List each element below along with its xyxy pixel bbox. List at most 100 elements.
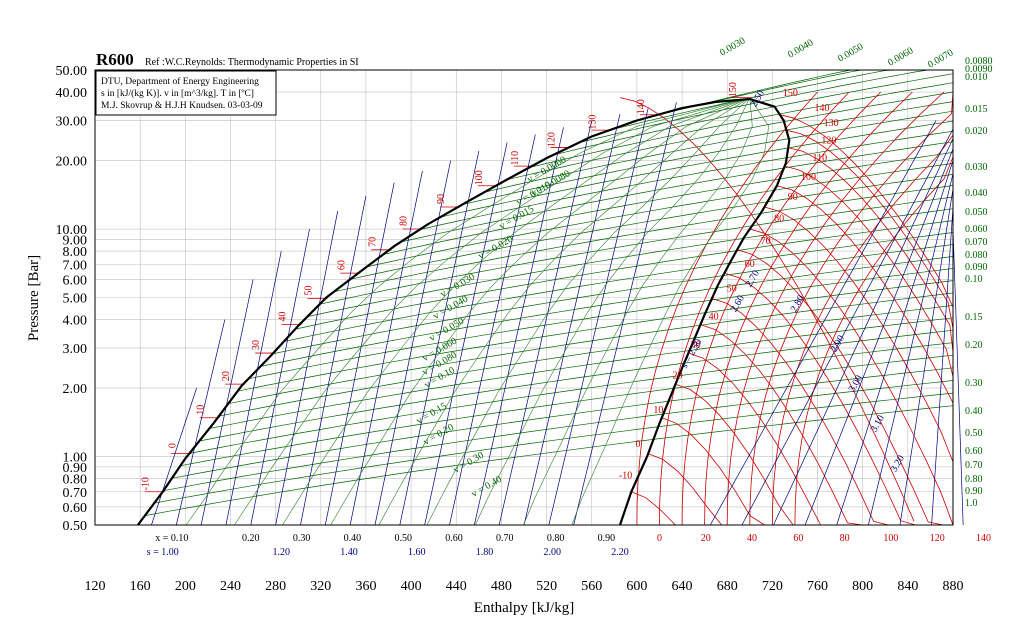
isentrope-vapor-line: [709, 120, 937, 526]
quality-line: [571, 99, 770, 526]
isochore-line: [529, 82, 954, 168]
isochore-line: [609, 69, 953, 131]
isotherm-label: 50: [303, 285, 314, 295]
x-tick-label: 760: [807, 579, 828, 594]
isotherm-label: 40: [709, 312, 719, 323]
y-tick-label: 50.00: [56, 64, 88, 79]
entropy-label: 2.20: [611, 547, 629, 558]
isochore-line: [163, 380, 954, 492]
grid-lines: [95, 70, 953, 525]
quality-line: [475, 99, 750, 526]
isotherm-label: 110: [510, 151, 521, 166]
volume-inside-label: v = 0.020: [476, 234, 515, 263]
isochore-line: [400, 141, 954, 243]
volume-right-label: 0.40: [965, 406, 983, 417]
isotherm-label: 30: [691, 340, 701, 351]
isentrope-line: [548, 108, 649, 526]
isotherm-label: 70: [367, 237, 378, 247]
y-tick-label: 2.00: [63, 382, 88, 397]
entropy-label: 1.60: [408, 547, 426, 558]
quality-line: [378, 99, 747, 526]
x-axis-label: Enthalpy [kJ/kg]: [474, 600, 574, 616]
isentrope-line: [175, 319, 226, 526]
entropy-label: s = 1.00: [147, 547, 179, 558]
isotherm-label: 120: [547, 132, 558, 147]
volume-right-label: 0.010: [965, 72, 988, 83]
quality-label: x = 0.10: [155, 533, 188, 544]
isentrope-line: [523, 114, 621, 526]
isotherm-superheat-line: [636, 91, 818, 526]
y-tick-label: 9.00: [63, 233, 88, 248]
volume-right-label: 0.0080: [965, 56, 993, 67]
volume-right-label: 0.50: [965, 428, 983, 439]
entropy-vapor-label: 2.70: [744, 268, 762, 289]
isochore-line: [440, 120, 954, 218]
y-tick-label: 0.90: [63, 461, 88, 476]
isentrope-line: [573, 102, 677, 526]
isotherm-line: [749, 228, 954, 526]
y-tick-label: 0.70: [63, 486, 88, 501]
info-line-1: DTU, Department of Energy Engineering: [101, 76, 259, 87]
quality-lines: [185, 99, 770, 526]
y-tick-label: 30.00: [56, 114, 88, 129]
x-tick-label: 840: [897, 579, 918, 594]
isotherm-bottom-label: 80: [840, 533, 850, 544]
y-tick-label: 5.00: [63, 292, 88, 307]
isochore-line: [144, 405, 954, 516]
volume-right-label: 0.070: [965, 237, 988, 248]
x-tick-label: 640: [672, 579, 693, 594]
isotherm-label: 10: [653, 405, 663, 416]
isentrope-line: [449, 134, 536, 526]
volume-right-label: 0.80: [965, 474, 983, 485]
isochore-line: [419, 130, 954, 230]
y-axis-label: Pressure [Bar]: [26, 255, 42, 341]
isotherm-label: 80: [774, 213, 784, 224]
y-tick-label: 0.80: [63, 473, 88, 488]
y-tick-label: 7.00: [63, 258, 88, 273]
isentrope-line: [324, 182, 395, 526]
isochore-line: [272, 244, 954, 355]
volume-right-label: 0.080: [965, 250, 988, 261]
entropy-vapor-label: 2.90: [829, 333, 847, 354]
saturation-curve: [137, 97, 791, 526]
volume-right-label: 0.15: [965, 312, 983, 323]
isotherm-superheat-line: [794, 92, 954, 526]
entropy-label: 1.80: [476, 547, 494, 558]
x-tick-label: 200: [175, 579, 196, 594]
isotherm-label: 30: [251, 340, 262, 350]
isentrope-vapor-line: [836, 160, 954, 526]
quality-line: [330, 99, 746, 526]
x-tick-label: 880: [943, 579, 964, 594]
isotherm-label: 140: [815, 103, 830, 114]
isotherm-label: 120: [821, 135, 836, 146]
isochore-line: [333, 185, 954, 293]
isentrope-line: [374, 160, 451, 526]
entropy-vapor-label: 2.50: [749, 88, 767, 109]
isentrope-line: [424, 142, 508, 526]
isotherm-superheat-line: [749, 91, 954, 526]
quality-line: [185, 99, 742, 526]
isentrope-line: [498, 120, 593, 526]
isotherm-bottom-label: 40: [747, 533, 757, 544]
volume-right-label: 0.015: [965, 104, 988, 115]
info-box: [95, 70, 277, 116]
isentrope-line: [200, 279, 254, 526]
entropy-label: 1.40: [340, 547, 358, 558]
isochore-line: [189, 342, 954, 454]
quality-line: [523, 99, 753, 526]
y-tick-label: 4.00: [63, 314, 88, 329]
isochore-line: [180, 354, 954, 467]
x-tick-label: 440: [446, 579, 467, 594]
volume-right-label: 0.20: [965, 340, 983, 351]
y-tick-label: 20.00: [56, 155, 88, 170]
isotherm-label: 80: [399, 216, 410, 226]
quality-label: 0.80: [547, 533, 565, 544]
volume-right-label: 0.040: [965, 188, 988, 199]
isentrope-line: [300, 195, 367, 526]
quality-line: [234, 99, 744, 526]
x-tick-label: 800: [852, 579, 873, 594]
isotherm-label: 90: [436, 194, 447, 204]
x-tick-label: 360: [355, 579, 376, 594]
isotherm-superheat-line: [704, 91, 913, 526]
volume-right-label: 0.90: [965, 486, 983, 497]
